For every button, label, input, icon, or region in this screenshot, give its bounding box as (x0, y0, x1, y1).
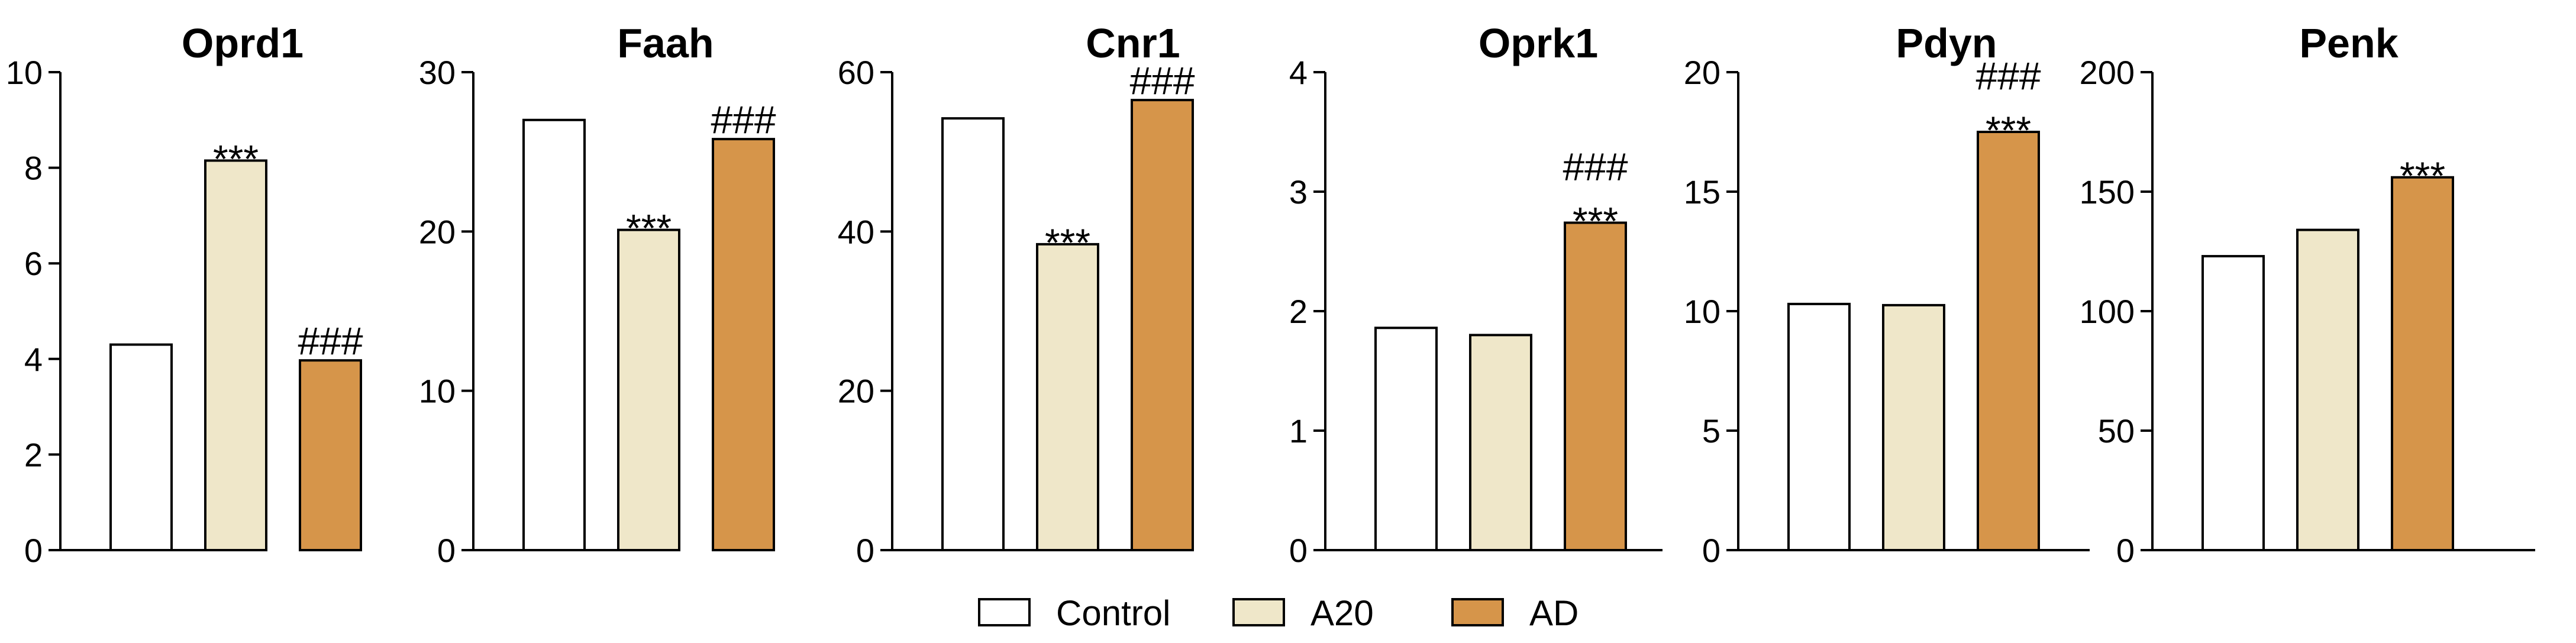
y-tick-label: 10 (419, 373, 456, 410)
y-tick-label: 4 (1289, 54, 1308, 91)
significance-label: ### (1129, 59, 1195, 102)
chart-panel-oprd1: Oprd1 *** ### 0 2 4 6 8 10 (6, 20, 363, 569)
chart-panel-faah: Faah *** ### 0 10 20 30 (419, 20, 776, 569)
legend-item-ad: AD (1451, 593, 1578, 633)
y-tick-label: 2 (24, 436, 43, 473)
y-tick-label: 40 (838, 213, 874, 250)
legend-swatch (1451, 598, 1504, 626)
y-tick-label: 8 (24, 150, 43, 187)
y-tick-label: 20 (838, 373, 874, 410)
bar-ad (1564, 221, 1627, 551)
chart-panels: Oprd1***###0246810Faah***###0102030Cnr1*… (6, 20, 2535, 569)
y-tick-label: 20 (419, 213, 456, 250)
chart-title: Pdyn (1896, 20, 1997, 66)
legend-label: Control (1056, 593, 1170, 633)
y-tick-label: 5 (1702, 412, 1720, 450)
bar-ad (1977, 131, 2040, 551)
bar-ad (2391, 176, 2454, 551)
bar-control (1787, 302, 1851, 551)
significance-label: *** (1986, 108, 2031, 152)
chart-title: Cnr1 (1086, 20, 1180, 66)
y-tick-label: 0 (1289, 532, 1308, 569)
significance-label: ### (1563, 145, 1628, 189)
legend-swatch (1232, 598, 1285, 626)
chart-title: Oprd1 (182, 20, 304, 66)
significance-label: ### (711, 98, 776, 141)
bar-control (2201, 255, 2265, 551)
bar-control (1374, 327, 1438, 552)
bar-ad (299, 359, 362, 551)
significance-label: ### (1975, 54, 2041, 98)
bar-ad (712, 138, 775, 551)
legend-label: A20 (1310, 593, 1374, 633)
bar-a20 (1469, 334, 1532, 552)
bar-a20 (2296, 228, 2359, 551)
bar-control (109, 343, 173, 551)
significance-label: *** (2400, 154, 2445, 198)
bar-a20 (1036, 243, 1099, 551)
y-tick-label: 1 (1289, 412, 1308, 450)
significance-label: *** (1045, 221, 1090, 264)
chart-panel-pdyn: Pdyn### *** 0 5 10 15 20 (1684, 20, 2090, 569)
bar-a20 (1882, 303, 1945, 552)
chart-title: Oprk1 (1479, 20, 1598, 66)
significance-label: ### (298, 319, 363, 363)
y-tick-label: 20 (1684, 54, 1720, 91)
y-tick-label: 60 (838, 54, 874, 91)
chart-title: Penk (2299, 20, 2398, 66)
y-tick-label: 0 (2116, 532, 2135, 569)
bar-a20 (617, 228, 680, 551)
y-tick-label: 0 (24, 532, 43, 569)
legend-item-a20: A20 (1232, 593, 1374, 633)
bar-control (941, 117, 1005, 551)
y-tick-label: 100 (2080, 293, 2135, 330)
significance-label: *** (213, 137, 259, 180)
y-tick-label: 0 (437, 532, 456, 569)
y-tick-label: 10 (1684, 293, 1720, 330)
chart-panel-cnr1: Cnr1 *** ### 0 20 40 60 (838, 20, 1195, 569)
y-tick-label: 0 (856, 532, 874, 569)
legend-item-control: Control (978, 593, 1170, 633)
legend-swatch (978, 598, 1031, 626)
bar-a20 (204, 159, 267, 552)
y-tick-label: 10 (6, 54, 43, 91)
significance-label: *** (626, 206, 672, 250)
y-tick-label: 4 (24, 341, 43, 378)
y-tick-label: 30 (419, 54, 456, 91)
y-tick-label: 3 (1289, 173, 1308, 211)
y-tick-label: 6 (24, 245, 43, 282)
y-tick-label: 15 (1684, 173, 1720, 211)
chart-panel-penk: Penk *** 0 50 100 150 200 (2080, 20, 2535, 569)
chart-panel-oprk1: Oprk1 ### *** 0 1 2 3 4 (1289, 20, 1663, 569)
bar-ad (1131, 99, 1194, 551)
y-tick-label: 50 (2098, 412, 2135, 450)
y-tick-label: 200 (2080, 54, 2135, 91)
significance-label: *** (1573, 199, 1618, 243)
bar-control (522, 118, 586, 552)
y-tick-label: 2 (1289, 293, 1308, 330)
y-tick-label: 0 (1702, 532, 1720, 569)
y-tick-label: 150 (2080, 173, 2135, 211)
legend-label: AD (1529, 593, 1578, 633)
chart-title: Faah (617, 20, 714, 66)
legend: Control A20 AD (978, 593, 1578, 633)
